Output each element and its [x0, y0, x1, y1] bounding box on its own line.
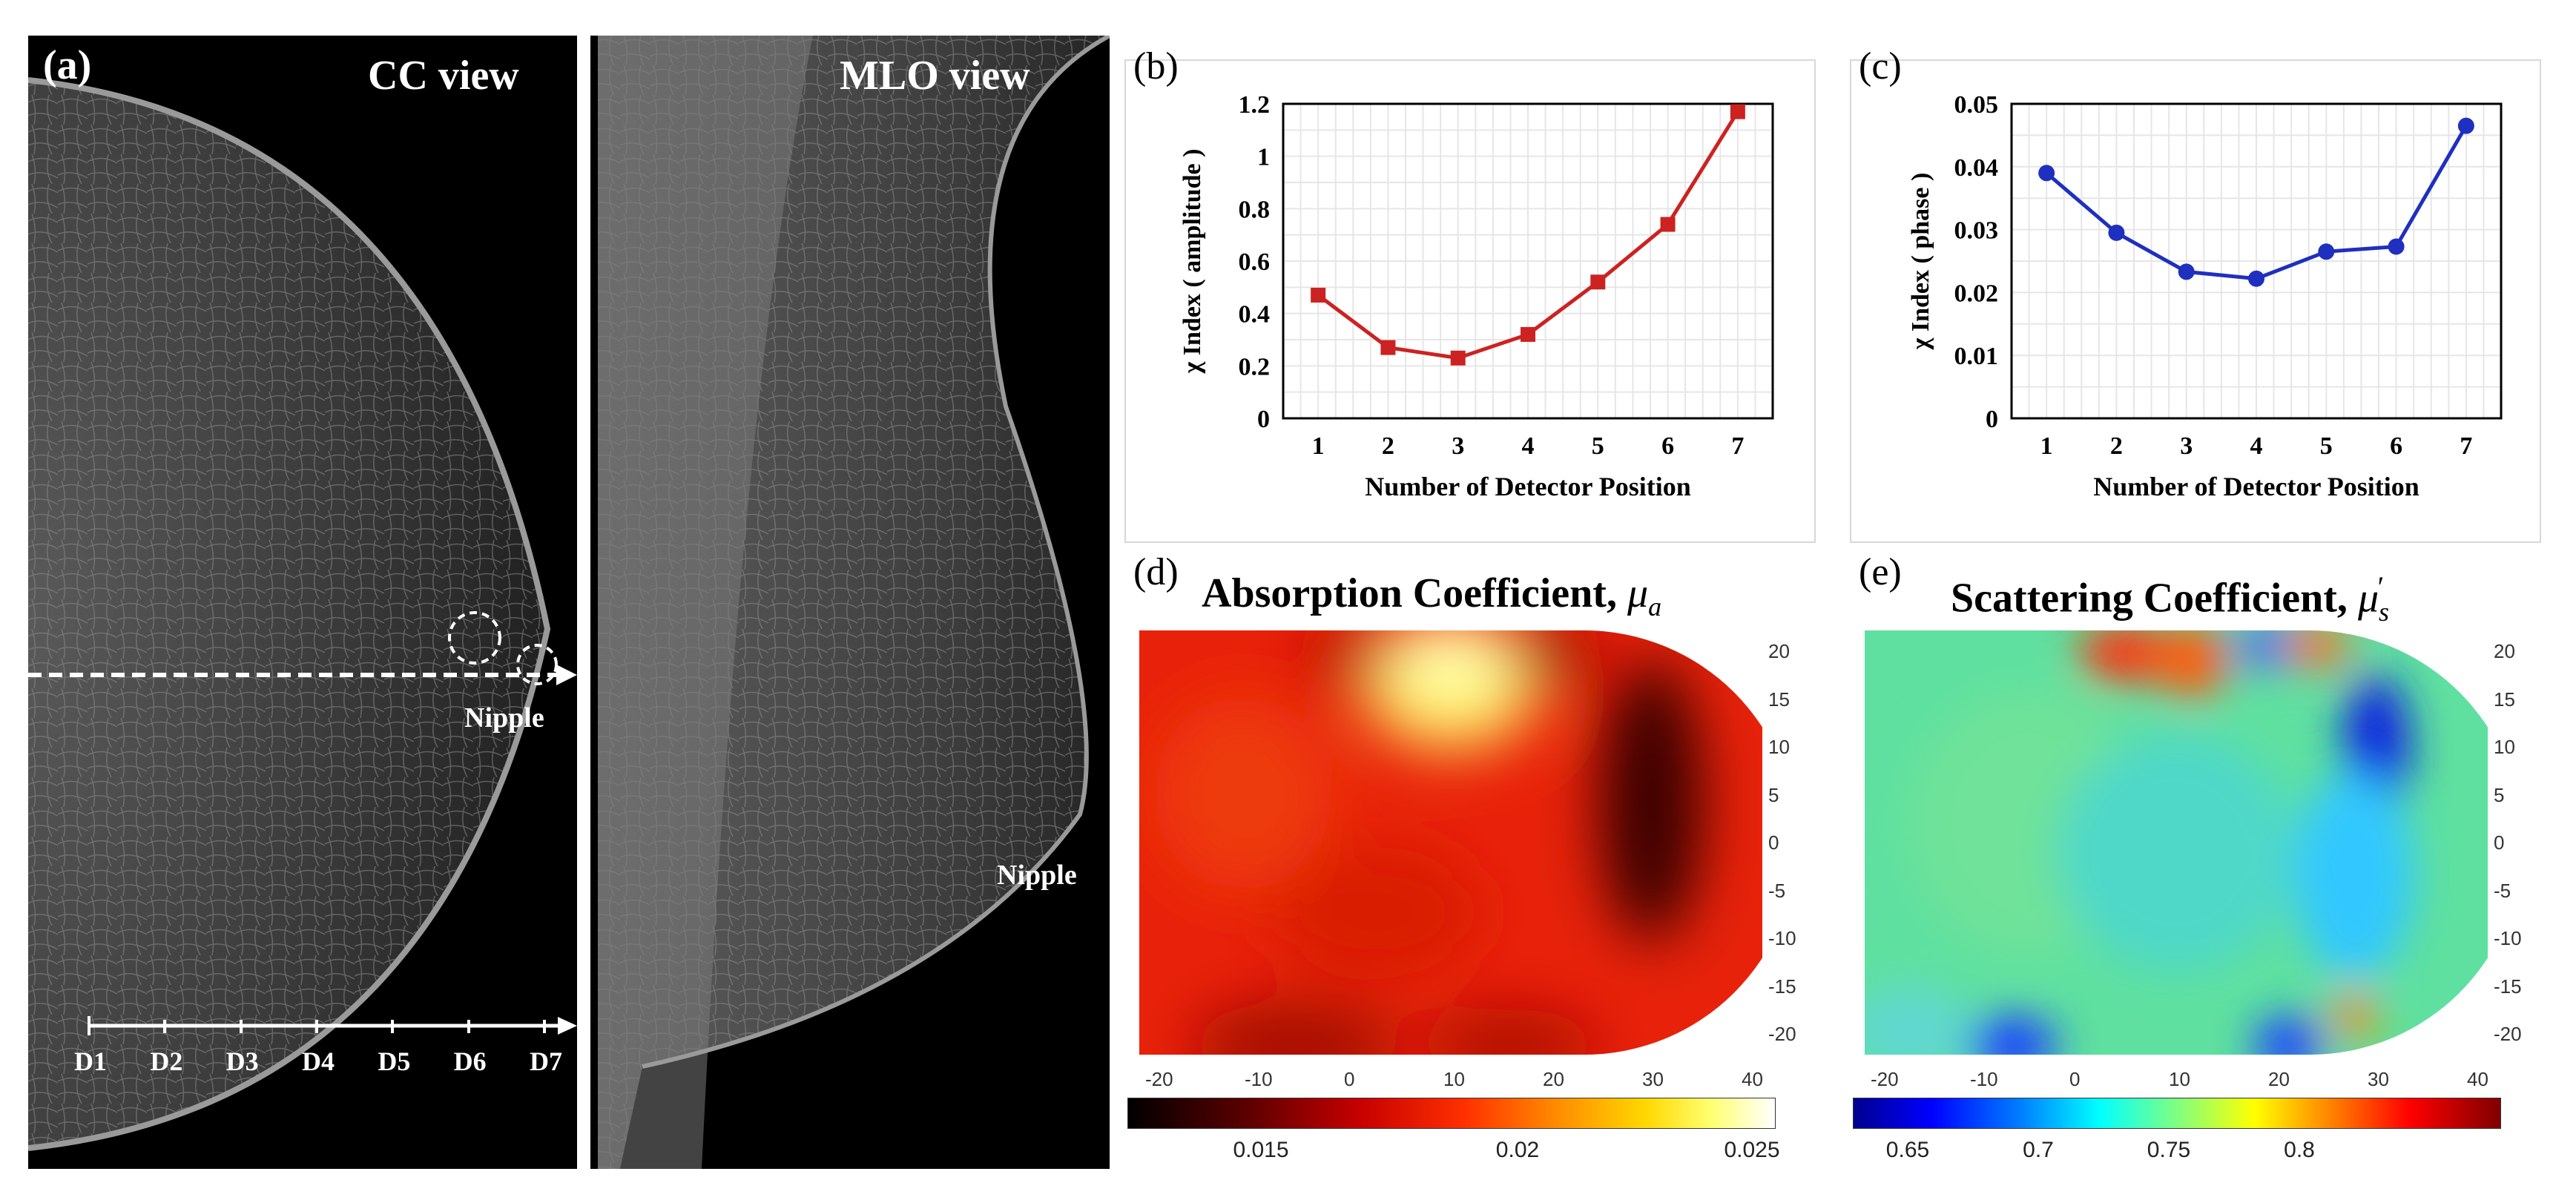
absorption-colorbar [1127, 1098, 1776, 1129]
map-y-tick: 5 [1768, 783, 1779, 806]
detector-tick [467, 1020, 470, 1033]
map-y-tick: 0 [1768, 831, 1779, 854]
map-y-tick: -15 [2494, 975, 2522, 998]
map-x-tick: -20 [1145, 1068, 1173, 1090]
map-y-tick: 0 [2494, 831, 2505, 854]
map-y-tick: 15 [2494, 688, 2515, 711]
nipple-label-cc: Nipple [464, 702, 544, 734]
map-x-tick: -10 [1970, 1068, 1998, 1090]
detector-tick [239, 1020, 243, 1033]
colorbar-tick: 0.8 [2284, 1138, 2315, 1162]
map-y-tick: 10 [2494, 736, 2515, 758]
absorption-map [1139, 630, 1762, 1055]
map-x-tick: 30 [1642, 1068, 1664, 1090]
cc-view-title: CC view [368, 53, 519, 99]
chart-c-frame [1850, 59, 2541, 543]
map-y-tick: -20 [1768, 1023, 1796, 1045]
map-y-tick: -5 [2494, 879, 2511, 902]
mlo-view-image: MLO view Nipple [590, 36, 1110, 1169]
scattering-superscript: ′ [2376, 570, 2382, 604]
absorption-symbol: μ [1627, 570, 1649, 616]
detector-label: D5 [378, 1047, 411, 1076]
map-y-tick: -10 [1768, 927, 1796, 949]
map-x-tick: -20 [1871, 1068, 1899, 1090]
absorption-title-text: Absorption Coefficient, [1202, 570, 1627, 616]
map-x-tick: 20 [2268, 1068, 2290, 1090]
chart-b-frame [1124, 59, 1816, 543]
detector-tick [391, 1020, 395, 1033]
scattering-subscript: s [2379, 596, 2390, 627]
map-y-tick: 5 [2494, 783, 2505, 806]
colorbar-tick: 0.75 [2147, 1138, 2191, 1162]
colorbar-tick: 0.015 [1233, 1138, 1289, 1162]
map-x-tick: 0 [1344, 1068, 1355, 1090]
detector-tick [88, 1020, 90, 1033]
absorption-subscript: a [1648, 592, 1662, 622]
map-y-tick: 10 [1768, 736, 1790, 758]
map-x-tick: 40 [2467, 1068, 2488, 1090]
detector-label: D6 [453, 1047, 487, 1076]
detector-label: D2 [150, 1047, 183, 1076]
scattering-title-text: Scattering Coefficient, [1951, 575, 2358, 622]
map-y-tick: -5 [1768, 879, 1786, 902]
scattering-title: Scattering Coefficient, μs′ [1951, 570, 2389, 627]
colorbar-tick: 0.02 [1495, 1138, 1540, 1162]
scattering-map [1865, 630, 2488, 1055]
colorbar-tick: 0.7 [2023, 1138, 2054, 1162]
map-x-tick: 0 [2069, 1068, 2081, 1090]
absorption-title: Absorption Coefficient, μa [1202, 570, 1661, 622]
map-x-tick: 40 [1742, 1068, 1763, 1090]
scattering-colorbar [1853, 1098, 2501, 1129]
map-y-tick: 20 [2494, 640, 2515, 662]
detector-tick [543, 1020, 546, 1033]
nipple-label-mlo: Nipple [997, 860, 1077, 891]
mlo-view-title: MLO view [840, 53, 1030, 99]
map-x-tick: 10 [1443, 1068, 1465, 1090]
panel-letter-a: (a) [43, 42, 92, 88]
panel-letter-b: (b) [1133, 45, 1179, 88]
detector-label: D1 [74, 1047, 107, 1076]
detector-tick [163, 1020, 167, 1033]
map-y-tick: -10 [2494, 927, 2522, 949]
detector-label: D3 [225, 1047, 259, 1076]
panel-letter-e: (e) [1859, 551, 1902, 593]
panel-letter-c: (c) [1859, 45, 1902, 88]
map-x-tick: 10 [2169, 1068, 2190, 1090]
detector-label: D4 [302, 1047, 335, 1076]
colorbar-tick: 0.025 [1724, 1138, 1780, 1162]
cc-view-image: (a) CC view Nipple D1 D2 D3 D4 D5 D6 D7 [28, 36, 577, 1169]
map-x-tick: 30 [2368, 1068, 2389, 1090]
scattering-symbol: μ [2357, 575, 2379, 622]
detector-label: D7 [530, 1047, 562, 1076]
map-y-tick: 20 [1768, 640, 1790, 662]
detector-tick [315, 1020, 318, 1033]
map-x-tick: 20 [1543, 1068, 1564, 1090]
map-y-tick: 15 [1768, 688, 1790, 711]
map-y-tick: -15 [1768, 975, 1796, 998]
panel-letter-d: (d) [1133, 551, 1179, 593]
colorbar-tick: 0.65 [1885, 1138, 1930, 1162]
map-y-tick: -20 [2494, 1023, 2522, 1045]
map-x-tick: -10 [1245, 1068, 1273, 1090]
